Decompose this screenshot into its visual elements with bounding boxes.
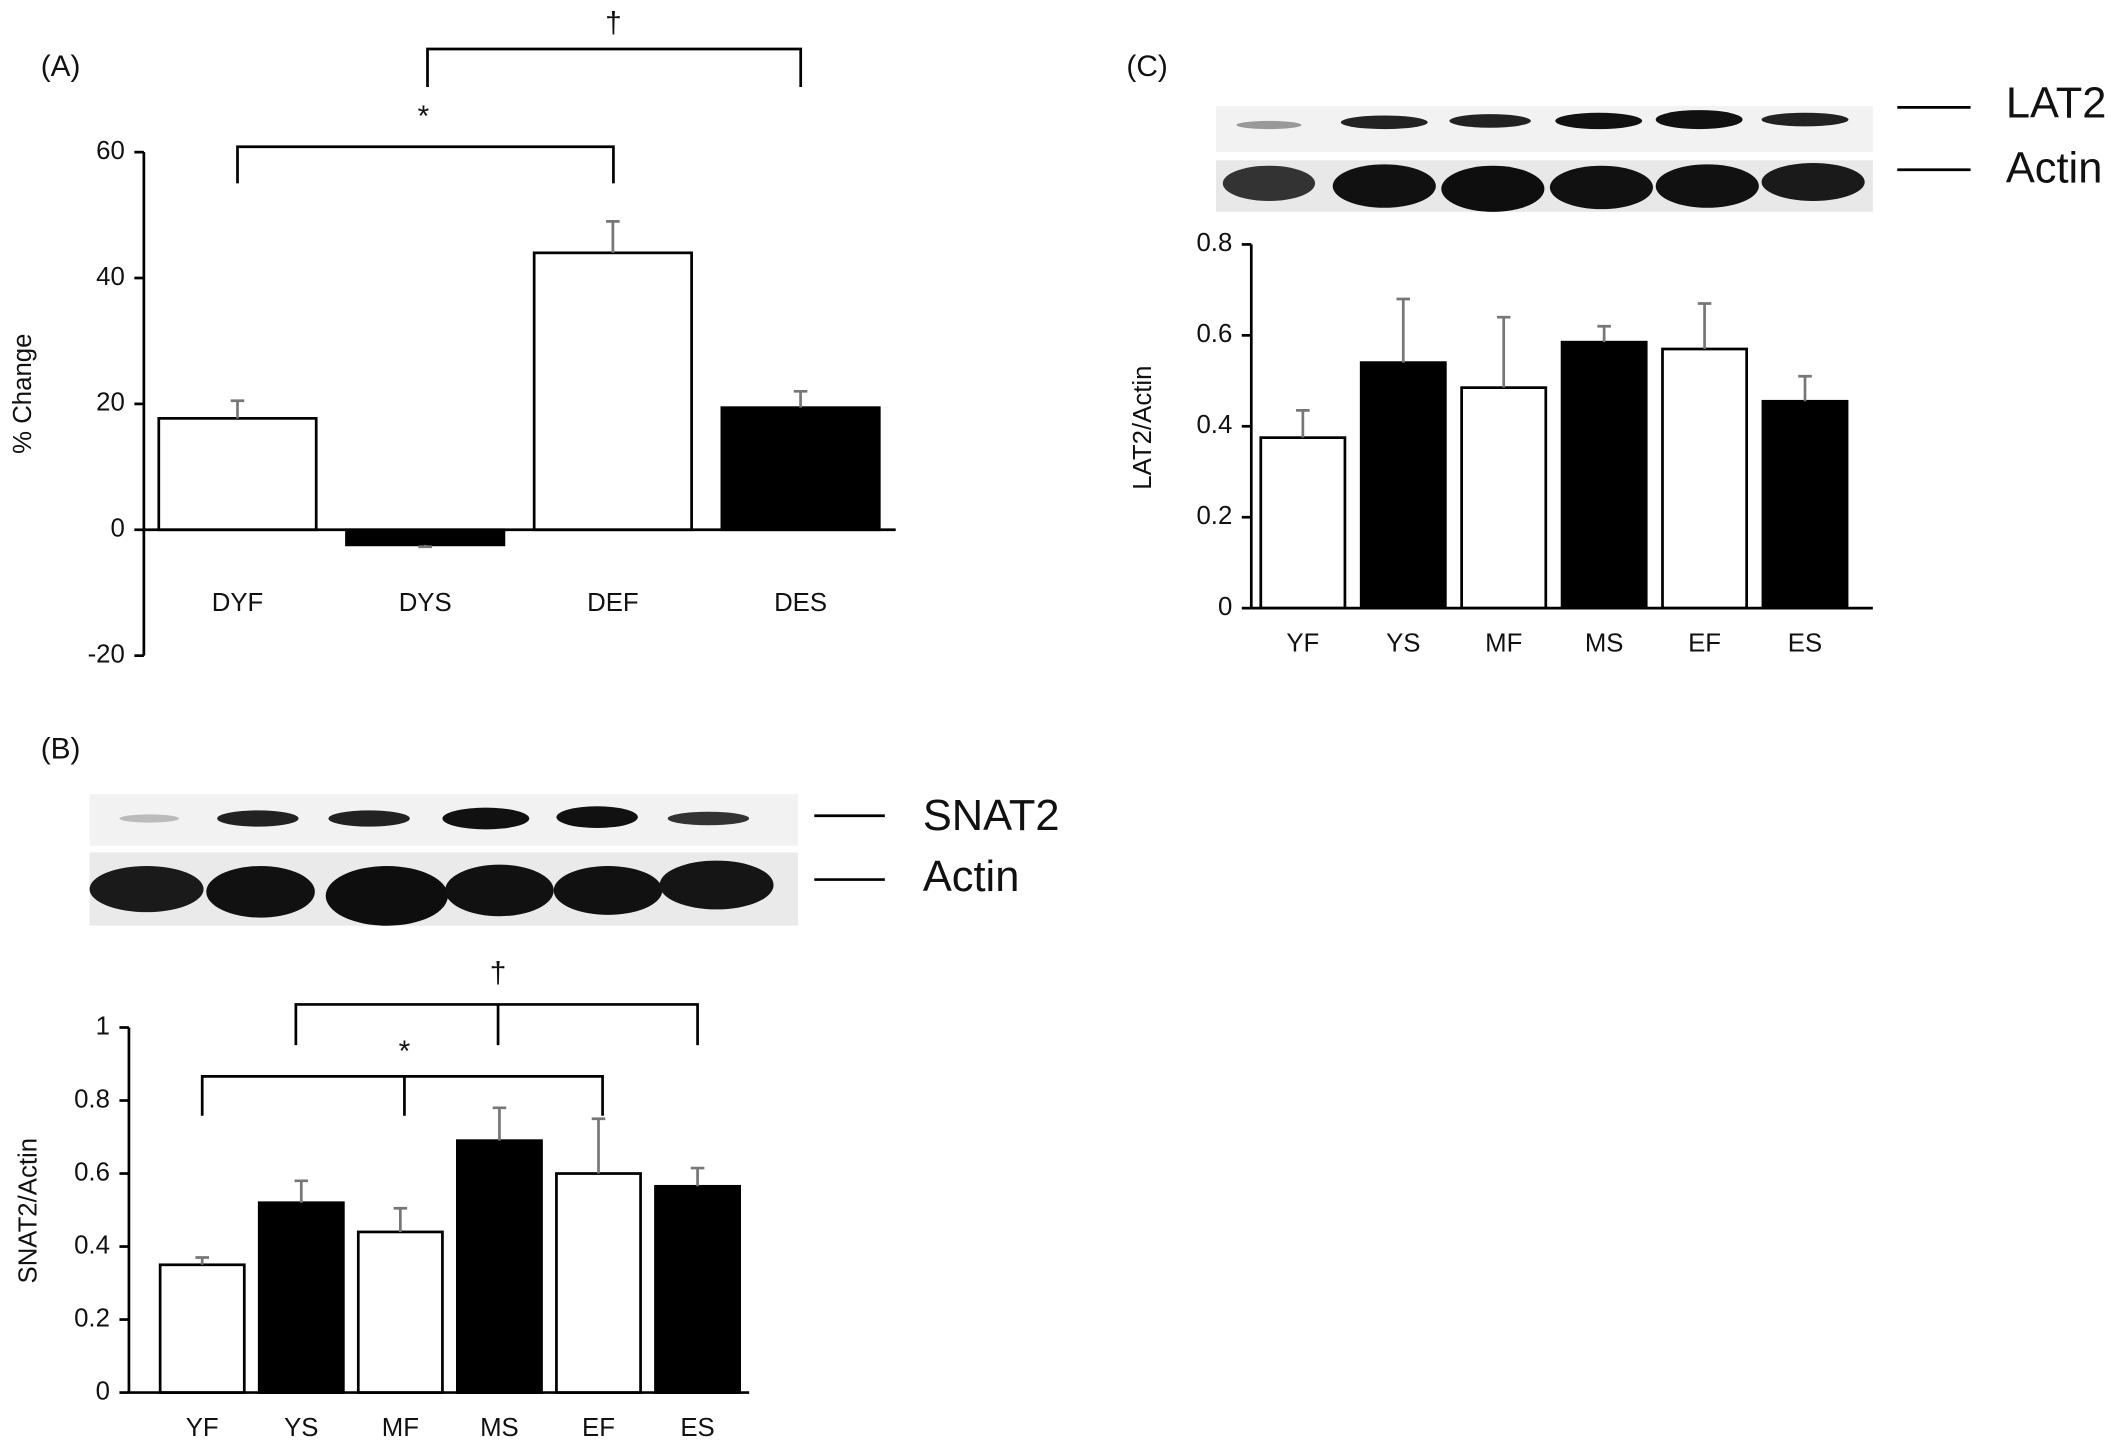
y-tick-label: 0.4 [74, 1231, 110, 1259]
y-tick-label: -20 [88, 640, 125, 668]
error-bar [195, 1256, 209, 1265]
blot-label: SNAT2 [923, 792, 1060, 840]
significance-bracket [236, 145, 615, 184]
bar [456, 1139, 543, 1394]
blot-c [1216, 105, 1971, 212]
bar [1259, 436, 1347, 610]
bar [158, 1263, 246, 1394]
x-tick-label: DES [774, 589, 827, 617]
x-tick-label: MS [1585, 630, 1624, 658]
bar [1661, 347, 1748, 610]
y-tick-label: 1 [96, 1012, 110, 1040]
error-bar [418, 544, 432, 549]
panel-label: (A) [41, 50, 81, 83]
error-bar [492, 1106, 507, 1141]
x-tick-label: ES [680, 1414, 714, 1442]
error-bar [793, 389, 808, 408]
error-bar [606, 220, 620, 253]
bar [532, 251, 693, 532]
error-bar [591, 1117, 606, 1174]
panel-label: (B) [41, 733, 81, 766]
bar [1761, 399, 1849, 610]
y-tick-label: 0.6 [74, 1158, 110, 1186]
error-bar [393, 1206, 408, 1232]
x-tick-label: DYS [399, 589, 452, 617]
y-tick-label: 0.4 [1196, 411, 1232, 439]
panel-label: (C) [1126, 50, 1167, 83]
y-tick-label: 0 [1218, 593, 1232, 621]
significance-bracket [294, 1003, 699, 1046]
x-tick-label: DEF [587, 589, 639, 617]
x-tick-label: EF [582, 1414, 615, 1442]
blot-b [89, 794, 885, 926]
bar [257, 1201, 345, 1394]
bar [1560, 340, 1648, 610]
significance-mark: * [399, 1035, 411, 1068]
error-bar [1396, 297, 1411, 363]
bar [157, 417, 318, 532]
x-tick-label: YF [186, 1414, 219, 1442]
x-tick-label: EF [1688, 630, 1721, 658]
x-tick-label: MF [382, 1414, 419, 1442]
significance-mark: * [418, 100, 430, 133]
blot-label: Actin [923, 853, 1020, 901]
bar [555, 1172, 642, 1394]
significance-bracket [426, 47, 803, 87]
blot-label: LAT2 [2006, 79, 2107, 127]
y-tick-label: 60 [96, 137, 125, 165]
significance-mark: † [605, 6, 622, 39]
bar [356, 1230, 444, 1394]
significance-bracket [200, 1075, 604, 1116]
error-bar [1597, 324, 1611, 343]
x-tick-label: ES [1788, 630, 1822, 658]
error-bar [1697, 302, 1712, 349]
significance-mark: † [490, 956, 507, 989]
y-axis-label: % Change [9, 334, 37, 454]
x-tick-label: MF [1485, 630, 1522, 658]
bar [1359, 361, 1447, 610]
error-bar [690, 1166, 705, 1187]
y-tick-label: 0.6 [1196, 320, 1232, 348]
y-tick-label: 40 [96, 263, 125, 291]
error-bar [1496, 315, 1511, 388]
error-bar [294, 1179, 309, 1203]
y-tick-label: 0 [111, 515, 125, 543]
y-tick-label: 0 [96, 1377, 110, 1405]
x-tick-label: DYF [212, 589, 264, 617]
error-bar [1798, 374, 1812, 402]
blot-label: Actin [2006, 145, 2103, 193]
y-tick-label: 0.8 [1196, 229, 1232, 257]
error-bar [230, 399, 245, 419]
x-tick-label: MS [480, 1414, 519, 1442]
bar [720, 406, 881, 532]
x-tick-label: YF [1286, 630, 1319, 658]
bar [654, 1184, 741, 1394]
y-tick-label: 0.2 [74, 1304, 110, 1332]
x-tick-label: YS [284, 1414, 318, 1442]
error-bar [1296, 409, 1310, 438]
y-tick-label: 20 [96, 389, 125, 417]
y-axis-label: LAT2/Actin [1129, 366, 1157, 490]
y-tick-label: 0.2 [1196, 502, 1232, 530]
bar [1460, 386, 1548, 610]
x-tick-label: YS [1386, 630, 1420, 658]
y-tick-label: 0.8 [74, 1085, 110, 1113]
y-axis-label: SNAT2/Actin [15, 1138, 43, 1284]
bar [345, 528, 506, 547]
